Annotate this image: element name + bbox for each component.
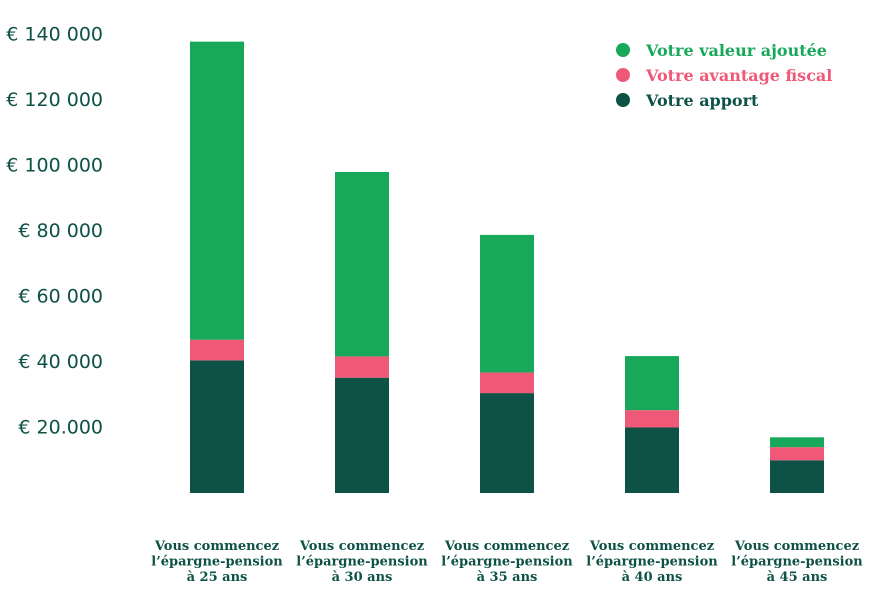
bar-segment-votre-apport [335, 377, 389, 493]
category-label: Vous commencez l’épargne-pension à 35 ans [441, 539, 573, 585]
category-label-line: à 40 ans [622, 570, 683, 585]
category-label: Vous commencez l’épargne-pension à 25 ans [151, 539, 283, 585]
category-label-line: à 30 ans [332, 570, 393, 585]
y-tick-label: € 60 000 [18, 285, 103, 307]
legend-item: Votre avantage fiscal [616, 66, 832, 85]
legend-item: Votre apport [616, 91, 759, 110]
bar-segment-votre-valeur-ajoutee [480, 234, 534, 373]
category-label-line: l’épargne-pension [151, 555, 283, 570]
bar-segment-votre-avantage-fiscal [625, 410, 679, 428]
category-label-line: l’épargne-pension [296, 555, 428, 570]
category-label-line: l’épargne-pension [731, 555, 863, 570]
category-label: Vous commencez l’épargne-pension à 40 ans [586, 539, 718, 585]
y-tick-label: € 140 000 [6, 23, 103, 45]
y-tick-label: € 80 000 [18, 220, 103, 242]
bar-segment-votre-apport [480, 393, 534, 493]
category-label-line: l’épargne-pension [586, 555, 718, 570]
y-tick-label: € 120 000 [6, 89, 103, 111]
category-label-line: à 45 ans [767, 570, 828, 585]
category-label: Vous commencez l’épargne-pension à 45 ans [731, 539, 863, 585]
bar-segment-votre-avantage-fiscal [335, 356, 389, 378]
category-label-line: à 25 ans [187, 570, 248, 585]
legend-label: Votre avantage fiscal [645, 66, 832, 85]
legend-label: Votre apport [645, 91, 759, 110]
bar-segment-votre-valeur-ajoutee [625, 356, 679, 411]
legend-marker [616, 93, 630, 107]
category-label-line: Vous commencez [299, 539, 424, 554]
category-label-line: Vous commencez [734, 539, 859, 554]
bar-segment-votre-apport [770, 460, 824, 493]
bar-segment-votre-avantage-fiscal [480, 372, 534, 394]
legend-marker [616, 68, 630, 82]
bar-stack [770, 437, 824, 493]
bar-stack [625, 356, 679, 493]
bar-stack [335, 172, 389, 493]
y-tick-label: € 40 000 [18, 351, 103, 373]
y-tick-label: € 100 000 [6, 154, 103, 176]
legend-label: Votre valeur ajoutée [645, 41, 827, 60]
bar-segment-votre-valeur-ajoutee [335, 172, 389, 357]
category-label-line: Vous commencez [154, 539, 279, 554]
bar-segment-votre-avantage-fiscal [770, 447, 824, 461]
bar-stack [480, 234, 534, 493]
bar-segment-votre-valeur-ajoutee [770, 437, 824, 448]
category-label-line: à 35 ans [477, 570, 538, 585]
category-label-line: l’épargne-pension [441, 555, 573, 570]
bar-segment-votre-avantage-fiscal [190, 339, 244, 361]
category-label: Vous commencez l’épargne-pension à 30 ans [296, 539, 428, 585]
bar-stack [190, 41, 244, 493]
legend-marker [616, 43, 630, 57]
bar-segment-votre-apport [625, 427, 679, 493]
category-label-line: Vous commencez [444, 539, 569, 554]
legend-item: Votre valeur ajoutée [616, 41, 827, 60]
category-label-line: Vous commencez [589, 539, 714, 554]
y-tick-label: € 20.000 [18, 416, 103, 438]
bar-segment-votre-apport [190, 360, 244, 493]
bar-segment-votre-valeur-ajoutee [190, 41, 244, 340]
